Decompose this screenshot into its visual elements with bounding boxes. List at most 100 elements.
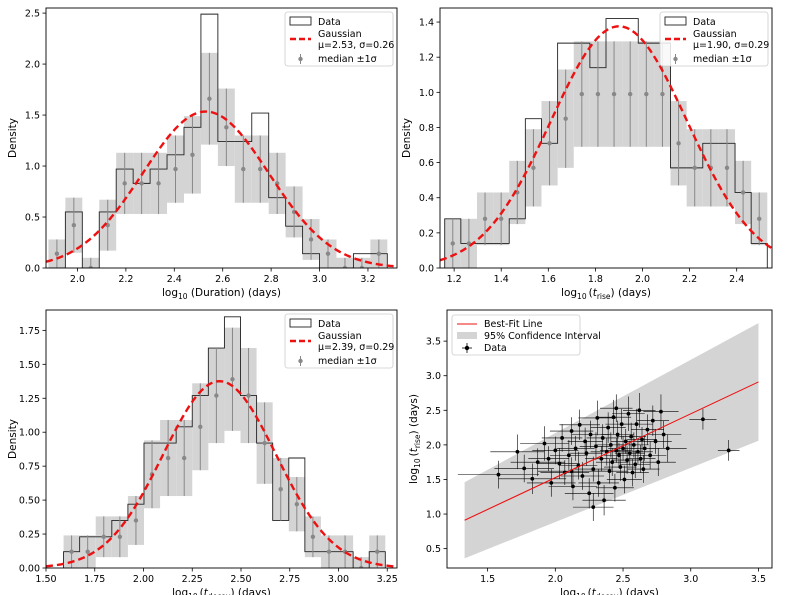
x-label-log-subscript: 10: [178, 292, 188, 301]
x-label-log: log: [560, 587, 576, 595]
y-tick-label: 2.5: [426, 406, 441, 417]
y-tick-label: 1.0: [419, 88, 434, 99]
legend-gaussian-params: μ=2.39, σ=0.29: [318, 342, 394, 353]
median-point: [258, 166, 263, 172]
y-tick-label: 1.0: [426, 510, 441, 521]
x-tick-label: 1.50: [35, 574, 56, 585]
legend-data-swatch: [464, 345, 470, 351]
data-point: [587, 491, 592, 496]
x-label-log-subscript: 10: [576, 592, 586, 595]
data-point: [726, 448, 731, 453]
data-point: [638, 456, 643, 461]
median-point: [173, 166, 178, 172]
median-point: [740, 190, 746, 195]
y-label-open-paren: (: [408, 452, 420, 456]
data-point: [496, 472, 501, 477]
data-point: [560, 436, 565, 440]
data-point: [595, 416, 600, 420]
data-point: [611, 415, 616, 420]
legend-gaussian-label: Gaussian: [318, 331, 362, 342]
legend-data-label: Data: [693, 17, 716, 28]
y-tick-label: 0.0: [419, 264, 434, 275]
y-axis-label: Density: [401, 118, 413, 158]
tdecay-histogram-panel: 1.50 1.75 2.00 2.25 2.50 2.75 3.00 3.25 0.00 0.25…: [7, 309, 398, 595]
x-label-variable: t: [593, 287, 598, 299]
rise-vs-decay-scatter-panel: 1.52.02.53.03.50.51.01.52.02.53.03.5log1…: [408, 309, 773, 595]
y-tick-label: 2.5: [25, 9, 40, 20]
x-label-log: log: [162, 287, 178, 299]
legend-ci-swatch: [457, 332, 477, 339]
data-point: [580, 474, 585, 478]
data-point: [641, 467, 646, 471]
y-tick-label: 3.5: [426, 337, 441, 348]
x-axis-label: log10 (trise) (days): [561, 287, 651, 301]
x-tick-label: 2.4: [167, 274, 182, 285]
data-point: [546, 456, 551, 461]
data-point: [588, 432, 593, 437]
x-label-log-subscript: 10: [577, 292, 587, 301]
data-point: [634, 422, 639, 427]
legend-median-label: median ±1σ: [693, 54, 752, 65]
y-tick-label: 1.5: [25, 111, 40, 122]
median-point: [198, 424, 203, 429]
median-point: [358, 565, 364, 568]
median-point: [85, 549, 90, 554]
x-tick-label: 1.4: [494, 274, 509, 285]
y-tick-label: 0.0: [25, 264, 40, 275]
median-point: [498, 216, 504, 222]
x-axis-label: log10(tdecay) (days): [172, 587, 271, 595]
data-point: [573, 446, 578, 451]
data-point: [613, 485, 617, 490]
gaussian-curve: [46, 379, 397, 568]
median-point: [88, 265, 93, 268]
median-point: [214, 393, 219, 398]
legend-fit-label: Best-Fit Line: [484, 319, 543, 330]
x-label-variable-subscript: rise: [597, 292, 611, 301]
axes-frame: [45, 309, 398, 569]
data-point: [553, 448, 558, 453]
x-label-close: ) (days): [618, 587, 658, 595]
x-tick-label: 2.00: [133, 574, 154, 585]
data-point: [650, 418, 655, 423]
median-point: [308, 237, 314, 242]
data-point: [577, 422, 582, 427]
median-point: [579, 91, 585, 97]
data-point: [583, 439, 588, 444]
median-point: [182, 455, 187, 461]
data-point: [627, 451, 632, 456]
trise-histogram-panel: 1.2 1.4 1.6 1.8 2.0 2.2 2.4 0.0 0.2 0.4 0.6 0.8 1.0 1…: [401, 7, 773, 301]
x-tick-label: 2.2: [682, 274, 697, 285]
legend-data-label: Data: [318, 17, 341, 28]
x-tick-label: 3.00: [328, 574, 349, 585]
data-point: [535, 460, 540, 465]
y-tick-label: 1.2: [419, 53, 434, 64]
x-tick-label: 1.75: [84, 574, 105, 585]
data-point: [571, 484, 575, 489]
median-point: [117, 534, 123, 539]
median-point: [547, 141, 552, 146]
data-point: [530, 476, 535, 481]
median-point: [133, 518, 139, 523]
x-tick-label: 2.0: [635, 274, 650, 285]
data-point: [607, 469, 612, 474]
median-point: [627, 91, 633, 97]
y-tick-label: 0.50: [19, 496, 40, 507]
median-point: [262, 440, 267, 446]
data-point: [617, 453, 621, 458]
legend-median-label: median ±1σ: [318, 356, 377, 367]
data-point: [584, 451, 589, 456]
y-axis-label: Density: [7, 419, 19, 459]
x-label-log: log: [172, 587, 188, 595]
plot-area: [46, 316, 397, 568]
x-tick-label: 3.5: [751, 574, 766, 585]
y-tick-label: 0.5: [426, 544, 441, 555]
legend-box: [659, 11, 769, 67]
axes-frame: [439, 7, 773, 269]
data-point: [701, 417, 705, 422]
median-point: [54, 251, 60, 256]
median-point: [757, 216, 762, 222]
median-point: [278, 487, 283, 492]
